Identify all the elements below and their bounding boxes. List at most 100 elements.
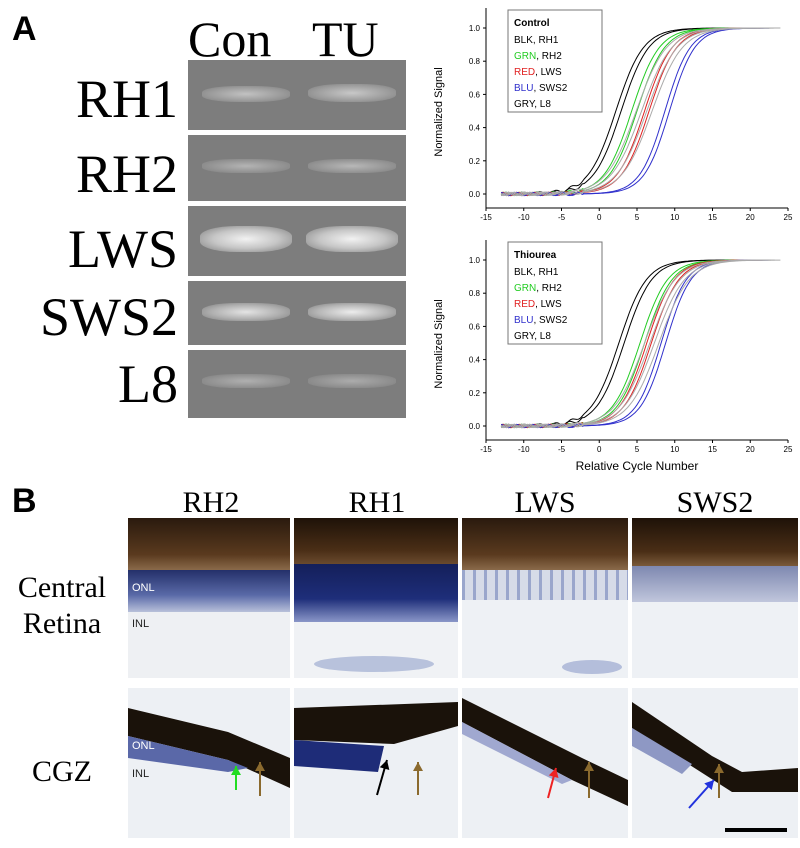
x-tick-label: 10 [670, 445, 679, 454]
legend-entry: GRN, RH2 [514, 283, 562, 294]
gel-header-tu: TU [312, 11, 379, 67]
arrow-5 [584, 762, 594, 798]
onl-label: ONL [132, 582, 155, 594]
inl-label-cgz: INL [132, 768, 150, 780]
y-tick-label: 0.8 [469, 289, 481, 298]
x-tick-label: 10 [670, 213, 679, 222]
gel-band-tu-sws2 [308, 303, 396, 321]
gel-row-label-rh2: RH2 [75, 144, 178, 204]
y-axis-label: Normalized Signal [433, 299, 445, 388]
y-tick-label: 0.2 [469, 157, 481, 166]
micrograph-cgz-lws [462, 688, 628, 838]
legend-entry: BLU, SWS2 [514, 83, 568, 94]
y-tick-label: 1.0 [469, 24, 481, 33]
legend-title: Control [514, 18, 550, 29]
x-axis-label: Relative Cycle Number [576, 459, 699, 473]
gel-header-con: Con [188, 11, 272, 67]
arrow-1 [255, 762, 265, 796]
y-tick-label: 0.6 [469, 90, 481, 99]
x-tick-label: -15 [480, 213, 492, 222]
x-tick-label: 0 [597, 213, 602, 222]
gel-band-tu-lws [306, 226, 398, 252]
gel-row-label-sws2: SWS2 [39, 287, 178, 347]
qpcr-charts: 0.0 0.2 0.4 0.6 0.8 1.0 -15 -10 -5 0 5 10 15 20 25 Norm… [433, 8, 793, 473]
gel-band-con-rh2 [202, 159, 290, 173]
gel-row-label-l8: L8 [118, 354, 178, 414]
arrow-3 [413, 762, 423, 795]
legend-box [507, 9, 603, 113]
x-tick-label: -5 [558, 213, 566, 222]
onl-label-cgz: ONL [132, 740, 155, 752]
x-tick-label: 0 [597, 445, 602, 454]
panel-a-letter: A [12, 10, 37, 48]
row-label-central-retina: Central Retina [17, 571, 107, 640]
x-tick-label: 25 [784, 445, 793, 454]
gel-lane-rh1 [188, 60, 406, 130]
x-tick-label: 5 [635, 445, 640, 454]
y-axis-label: Normalized Signal [433, 67, 445, 156]
legend-entry: RED, LWS [514, 299, 562, 310]
arrow-2 [376, 759, 390, 796]
arrow-7 [714, 764, 724, 798]
qpcr-chart-0: 0.0 0.2 0.4 0.6 0.8 1.0 -15 -10 -5 0 5 10 15 20 25 Norm… [433, 8, 793, 222]
panel-b-letter: B [12, 482, 37, 520]
x-tick-label: 5 [635, 213, 640, 222]
micrograph-cgz-rh2: ONL INL [128, 688, 290, 838]
x-tick-label: 20 [746, 213, 755, 222]
gel-lane-lws [188, 206, 406, 276]
x-tick-label: 15 [708, 445, 717, 454]
micrograph-central-sws2 [632, 518, 798, 678]
y-tick-label: 0.4 [469, 124, 481, 133]
y-tick-label: 0.2 [469, 389, 481, 398]
y-tick-label: 0.0 [469, 422, 481, 431]
micrograph-central-lws [462, 518, 628, 678]
micrograph-cgz-rh1 [294, 688, 458, 838]
micrograph-central-rh2: ONL INL [128, 518, 290, 678]
gel-row-label-lws: LWS [68, 219, 178, 279]
gel-band-con-sws2 [202, 303, 290, 321]
arrow-6 [688, 779, 715, 809]
column-title-lws: LWS [514, 486, 576, 519]
y-tick-label: 0.8 [469, 57, 481, 66]
x-tick-label: 25 [784, 213, 793, 222]
y-tick-label: 0.6 [469, 322, 481, 331]
legend-entry: BLK, RH1 [514, 35, 559, 46]
legend-entry: RED, LWS [514, 67, 562, 78]
column-title-rh1: RH1 [348, 486, 406, 519]
y-tick-label: 0.0 [469, 190, 481, 199]
qpcr-chart-1: 0.0 0.2 0.4 0.6 0.8 1.0 -15 -10 -5 0 5 10 15 20 25 Norm… [433, 240, 793, 473]
x-tick-label: -15 [480, 445, 492, 454]
column-title-sws2: SWS2 [676, 486, 754, 519]
gel-band-con-lws [200, 226, 292, 252]
x-tick-label: 15 [708, 213, 717, 222]
x-tick-label: -10 [518, 213, 530, 222]
gel-band-tu-rh2 [308, 159, 396, 173]
legend-entry: BLK, RH1 [514, 267, 559, 278]
gel-lane-sws2 [188, 281, 406, 345]
gel-band-con-l8 [202, 374, 290, 388]
y-tick-label: 1.0 [469, 256, 481, 265]
inl-label: INL [132, 618, 150, 630]
legend-box [507, 241, 603, 345]
gel-band-tu-l8 [308, 374, 396, 388]
x-tick-label: 20 [746, 445, 755, 454]
series-line-gry [500, 27, 781, 197]
column-title-rh2: RH2 [182, 486, 240, 519]
arrow-4 [547, 767, 559, 799]
legend-entry: BLU, SWS2 [514, 315, 568, 326]
gel-row-label-rh1: RH1 [75, 69, 178, 129]
gel-band-con-rh1 [202, 86, 290, 102]
gel-lane-l8 [188, 350, 406, 418]
legend-entry: GRN, RH2 [514, 51, 562, 62]
micrograph-cgz-sws2 [632, 688, 798, 838]
series-line-gry [500, 259, 781, 429]
legend-entry: GRY, L8 [514, 99, 551, 110]
legend-title: Thiourea [514, 250, 557, 261]
legend-entry: GRY, L8 [514, 331, 551, 342]
y-tick-label: 0.4 [469, 356, 481, 365]
gel-band-tu-rh1 [308, 84, 396, 102]
arrow-0 [231, 766, 241, 790]
micrograph-central-rh1 [294, 518, 458, 678]
gel-lane-rh2 [188, 135, 406, 201]
